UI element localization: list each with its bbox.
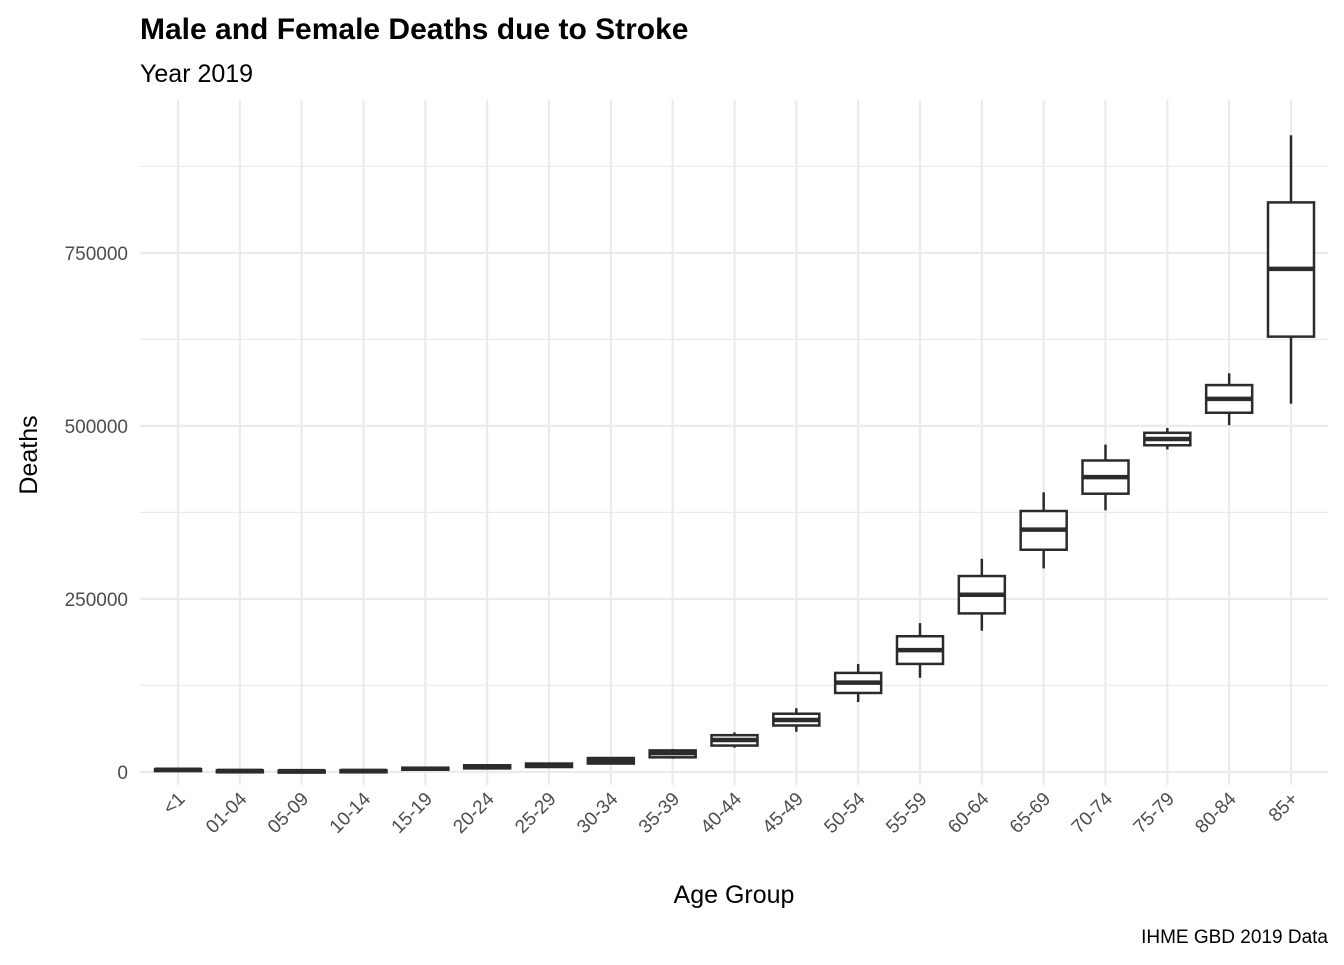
x-tick-label: 20-24 — [449, 788, 499, 838]
y-axis-ticks: 0 250000 500000 750000 — [65, 244, 128, 784]
x-tick-label: 15-19 — [388, 789, 437, 838]
x-tick-label: 40-44 — [697, 788, 747, 838]
x-tick-label: 60-64 — [944, 788, 994, 838]
x-tick-label: 05-09 — [264, 789, 313, 838]
x-tick-label: 45-49 — [759, 789, 808, 838]
x-tick-label: 30-34 — [573, 788, 623, 838]
y-tick-label: 250000 — [65, 590, 128, 611]
x-tick-label: 35-39 — [635, 789, 684, 838]
x-tick-label: 25-29 — [511, 789, 560, 838]
x-tick-label: 55-59 — [882, 789, 931, 838]
x-tick-label: 85+ — [1265, 789, 1303, 827]
y-tick-label: 750000 — [65, 244, 128, 265]
x-axis-label: Age Group — [674, 881, 795, 909]
x-tick-label: 10-14 — [326, 788, 376, 838]
y-tick-label: 0 — [117, 763, 128, 784]
x-axis-ticks: <1 01-04 05-09 10-14 15-19 20-24 25-29 30-34 35-… — [159, 788, 1302, 838]
chart-caption: IHME GBD 2019 Data — [1141, 927, 1328, 948]
x-tick-label: 75-79 — [1130, 789, 1179, 838]
y-tick-label: 500000 — [65, 417, 128, 438]
x-tick-label: 01-04 — [202, 788, 252, 838]
x-tick-label: 65-69 — [1006, 789, 1055, 838]
boxes — [153, 135, 1316, 774]
x-tick-label: 80-84 — [1191, 788, 1241, 838]
x-tick-label: 70-74 — [1068, 788, 1118, 838]
x-tick-label: <1 — [159, 789, 189, 819]
chart-subtitle: Year 2019 — [140, 60, 253, 88]
chart-title: Male and Female Deaths due to Stroke — [140, 13, 688, 46]
x-tick-label: 50-54 — [820, 788, 870, 838]
y-axis-label: Deaths — [15, 415, 43, 494]
